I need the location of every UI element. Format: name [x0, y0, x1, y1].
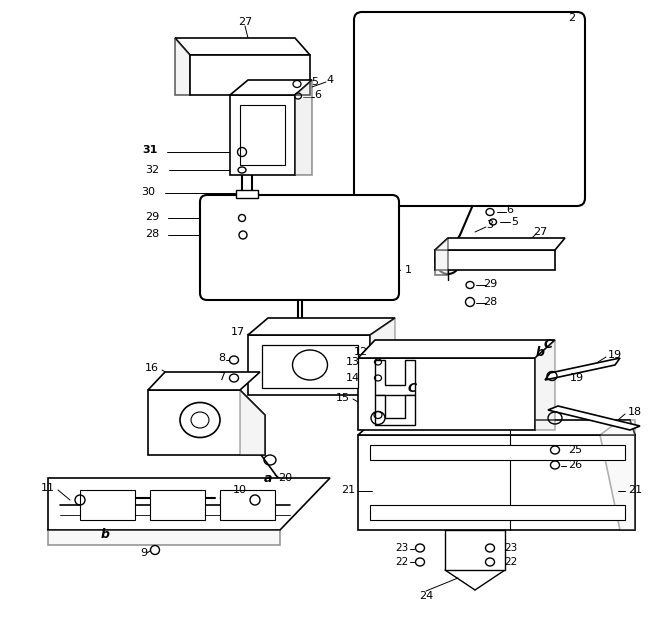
Text: 11: 11 [41, 483, 55, 493]
Polygon shape [358, 420, 635, 435]
Text: 4: 4 [327, 75, 334, 85]
Polygon shape [240, 105, 285, 165]
Text: 27: 27 [238, 17, 252, 27]
Polygon shape [535, 340, 555, 430]
Polygon shape [370, 318, 395, 395]
Text: 32: 32 [145, 165, 159, 175]
Text: 21: 21 [628, 485, 642, 495]
Polygon shape [358, 340, 555, 358]
Text: 25: 25 [568, 445, 582, 455]
Polygon shape [230, 80, 312, 95]
Polygon shape [230, 95, 295, 175]
Text: 6: 6 [314, 90, 321, 100]
Text: a: a [264, 472, 272, 484]
Text: 19: 19 [570, 373, 584, 383]
Text: 28: 28 [483, 297, 497, 307]
Polygon shape [235, 225, 258, 232]
Polygon shape [150, 490, 205, 520]
Text: 15: 15 [336, 393, 350, 403]
Text: 5: 5 [312, 77, 319, 87]
Text: C: C [408, 382, 417, 394]
Text: 23: 23 [504, 543, 517, 553]
Polygon shape [370, 445, 625, 460]
Text: 6: 6 [507, 205, 513, 215]
Polygon shape [435, 250, 555, 270]
Text: 9: 9 [141, 548, 148, 558]
Text: 13: 13 [346, 357, 360, 367]
Text: 8: 8 [218, 353, 226, 363]
Polygon shape [236, 190, 258, 198]
Text: 21: 21 [341, 485, 355, 495]
Text: 29: 29 [483, 279, 497, 289]
Polygon shape [375, 395, 415, 425]
Text: 2: 2 [568, 13, 575, 23]
FancyBboxPatch shape [200, 195, 399, 300]
Text: 14: 14 [346, 373, 360, 383]
Polygon shape [358, 435, 635, 530]
Text: 27: 27 [533, 227, 547, 237]
Text: 31: 31 [143, 145, 157, 155]
Text: 23: 23 [395, 543, 408, 553]
Text: 5: 5 [511, 217, 518, 227]
Polygon shape [375, 360, 415, 395]
Text: 24: 24 [419, 591, 433, 601]
Text: 3: 3 [487, 220, 494, 230]
Polygon shape [220, 490, 275, 520]
Polygon shape [358, 358, 535, 430]
Text: 16: 16 [145, 363, 159, 373]
Text: 1: 1 [404, 265, 411, 275]
Polygon shape [80, 490, 135, 520]
Polygon shape [360, 18, 580, 195]
Text: 10: 10 [233, 485, 247, 495]
FancyBboxPatch shape [354, 12, 585, 206]
Polygon shape [545, 358, 620, 380]
Text: 29: 29 [145, 212, 159, 222]
Text: 26: 26 [568, 460, 582, 470]
Text: 18: 18 [628, 407, 642, 417]
Polygon shape [435, 238, 565, 250]
Polygon shape [48, 530, 280, 545]
Text: 12: 12 [354, 347, 368, 357]
Text: 22: 22 [504, 557, 517, 567]
Polygon shape [175, 38, 310, 55]
Polygon shape [295, 80, 312, 175]
Polygon shape [48, 478, 330, 530]
Polygon shape [205, 200, 395, 295]
Polygon shape [148, 372, 260, 390]
Text: 28: 28 [145, 229, 159, 239]
Polygon shape [445, 530, 505, 570]
Polygon shape [262, 345, 358, 388]
Polygon shape [248, 335, 370, 395]
Polygon shape [240, 390, 265, 455]
Polygon shape [175, 38, 190, 95]
Polygon shape [548, 406, 640, 430]
Text: b: b [100, 529, 110, 541]
Polygon shape [248, 318, 395, 335]
Text: 30: 30 [141, 187, 155, 197]
Text: 7: 7 [218, 372, 226, 382]
Text: 20: 20 [278, 473, 292, 483]
Polygon shape [600, 420, 635, 530]
Polygon shape [148, 390, 265, 455]
Polygon shape [370, 505, 625, 520]
Text: C: C [544, 339, 553, 351]
Text: 19: 19 [608, 350, 622, 360]
Text: b: b [535, 346, 544, 358]
Text: 22: 22 [395, 557, 408, 567]
Polygon shape [435, 238, 448, 275]
Text: 17: 17 [231, 327, 245, 337]
Polygon shape [190, 55, 310, 95]
